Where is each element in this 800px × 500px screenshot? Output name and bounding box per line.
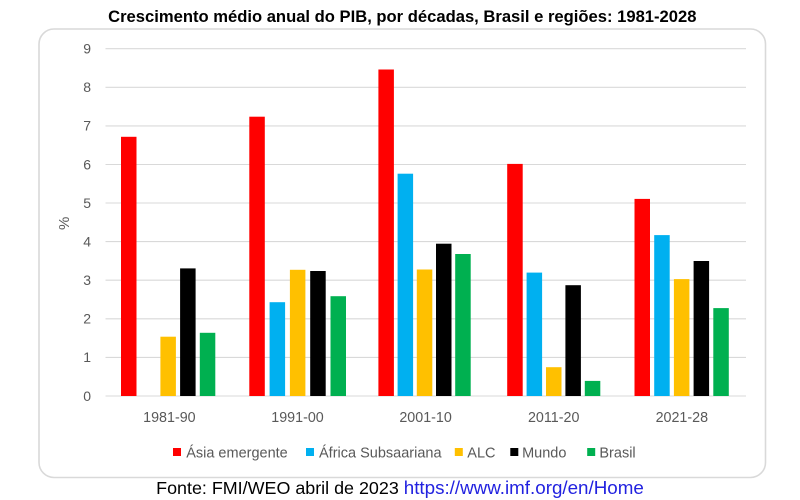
svg-text:1: 1 <box>83 349 91 365</box>
svg-text:ALC: ALC <box>467 445 495 461</box>
svg-text:%: % <box>56 217 73 230</box>
svg-text:1981-90: 1981-90 <box>143 410 196 426</box>
svg-text:5: 5 <box>83 195 91 211</box>
svg-text:1991-00: 1991-00 <box>271 410 324 426</box>
svg-text:Brasil: Brasil <box>599 445 635 461</box>
svg-text:Crescimento médio anual do PIB: Crescimento médio anual do PIB, por déca… <box>108 7 696 26</box>
svg-text:África Subsaariana: África Subsaariana <box>319 444 442 461</box>
svg-text:3: 3 <box>83 272 91 288</box>
svg-text:4: 4 <box>83 233 91 249</box>
svg-text:6: 6 <box>83 156 91 172</box>
svg-text:7: 7 <box>83 118 91 134</box>
svg-text:2011-20: 2011-20 <box>528 410 579 426</box>
svg-text:2021-28: 2021-28 <box>656 410 709 426</box>
svg-text:Mundo: Mundo <box>522 445 566 461</box>
svg-text:2001-10: 2001-10 <box>399 410 452 426</box>
svg-text:Ásia emergente: Ásia emergente <box>186 444 288 461</box>
svg-text:2: 2 <box>83 311 91 327</box>
svg-text:9: 9 <box>83 41 91 57</box>
svg-text:0: 0 <box>83 388 91 404</box>
svg-text:8: 8 <box>83 79 91 95</box>
svg-text:Fonte: FMI/WEO abril de 2023 h: Fonte: FMI/WEO abril de 2023 https://www… <box>156 477 644 498</box>
